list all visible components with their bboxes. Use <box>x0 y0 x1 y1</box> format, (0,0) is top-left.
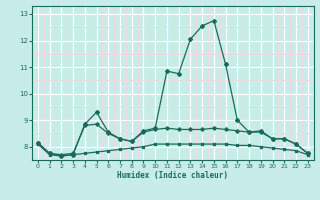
X-axis label: Humidex (Indice chaleur): Humidex (Indice chaleur) <box>117 171 228 180</box>
